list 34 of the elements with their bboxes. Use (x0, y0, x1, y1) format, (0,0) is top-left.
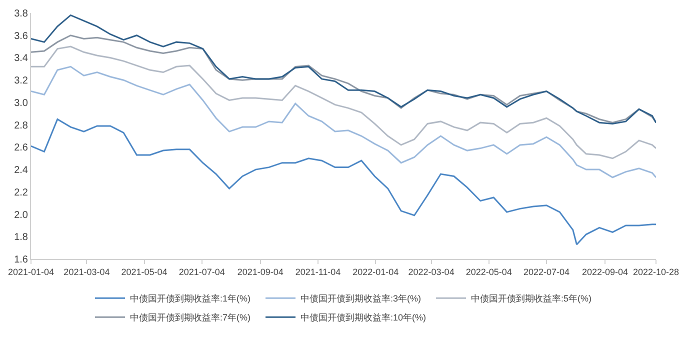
legend-label: 中债国开债到期收益率:7年(%) (130, 312, 251, 323)
legend-label: 中债国开债到期收益率:3年(%) (300, 294, 422, 304)
x-tick-label: 2022-05-04 (466, 266, 512, 277)
y-tick-label: 2.6 (14, 142, 28, 154)
y-tick-label: 3.0 (14, 98, 28, 109)
y-tick-label: 3.6 (14, 30, 28, 42)
x-tick-label: 2022-09-04 (582, 266, 628, 277)
y-tick-label: 2.8 (14, 120, 28, 132)
x-tick-label: 2022-10-28 (632, 266, 680, 277)
legend-label: 中债国开债到期收益率:10年(%) (300, 312, 426, 323)
y-tick-label: 3.4 (14, 53, 28, 64)
line-series (31, 46, 656, 160)
x-tick-label: 2021-03-04 (64, 266, 110, 277)
legend-label: 中债国开债到期收益率:5年(%) (471, 294, 592, 304)
x-tick-label: 2021-09-04 (237, 266, 284, 277)
x-tick-label: 2022-07-04 (523, 266, 570, 277)
x-tick-label: 2021-07-04 (178, 266, 225, 277)
y-tick-label: 1.6 (14, 254, 28, 266)
y-tick-label: 2.4 (14, 165, 28, 176)
line-series (31, 34, 656, 124)
y-tick-label: 2.2 (14, 187, 28, 198)
y-tick-label: 1.8 (14, 232, 28, 244)
y-tick-label: 3.2 (14, 76, 28, 87)
line-series (31, 66, 656, 178)
x-tick-label: 2021-01-04 (8, 266, 54, 277)
x-tick-label: 2021-11-04 (295, 266, 341, 277)
y-tick-label: 2.0 (14, 210, 28, 221)
x-tick-label: 2022-01-04 (352, 266, 399, 277)
y-tick-label: 3.8 (14, 8, 28, 20)
line-series (31, 118, 656, 246)
x-tick-label: 2021-05-04 (121, 266, 168, 277)
x-tick-label: 2022-03-04 (408, 266, 454, 277)
line-series (31, 14, 656, 124)
legend-label: 中债国开债到期收益率:1年(%) (130, 294, 251, 304)
